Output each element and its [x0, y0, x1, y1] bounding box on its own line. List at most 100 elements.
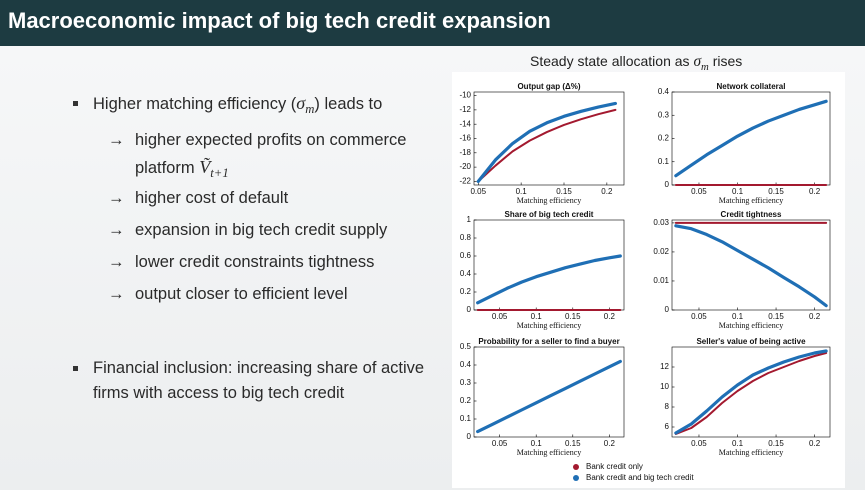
legend-label: Bank credit and big tech credit: [586, 473, 694, 482]
chart-title: Network collateral: [717, 82, 786, 91]
y-tick-label: 0.3: [658, 110, 670, 119]
sub-item: higher cost of default: [135, 189, 289, 207]
legend-swatch: [573, 475, 579, 481]
arrow: →: [108, 253, 125, 271]
x-tick-label: 0.15: [565, 439, 581, 448]
text: ) leads to: [314, 95, 383, 113]
arrow: →: [108, 131, 125, 149]
x-axis-label: Matching efficiency: [719, 196, 784, 205]
y-tick-label: 8: [665, 402, 670, 411]
y-tick-label: 0.4: [460, 269, 472, 278]
text: Higher matching efficiency (: [93, 95, 297, 113]
sub-item: platform Ṽt+1: [135, 157, 229, 181]
x-tick-label: 0.05: [492, 312, 508, 321]
x-tick-label: 0.1: [732, 439, 744, 448]
y-tick-label: 0.3: [460, 378, 472, 387]
y-tick-label: 0.8: [460, 233, 472, 242]
symbol: σ: [693, 53, 702, 70]
x-tick-label: 0.2: [601, 187, 613, 196]
text: rises: [708, 53, 743, 69]
bullet: Higher matching efficiency (σm) leads to: [93, 93, 382, 117]
symbol: Ṽ: [199, 157, 211, 177]
x-tick-label: 0.2: [809, 187, 821, 196]
y-tick-label: -12: [459, 105, 471, 114]
plot-area: [473, 219, 625, 311]
y-tick-label: 0: [467, 305, 472, 314]
x-tick-label: 0.05: [691, 439, 707, 448]
chart-panel: Output gap (Δ%)-10-12-14-16-18-20-220.05…: [452, 72, 845, 488]
arrow: →: [108, 189, 125, 207]
chart-title: Probability for a seller to find a buyer: [478, 337, 619, 346]
sub-item: lower credit constraints tightness: [135, 253, 375, 271]
x-axis-label: Matching efficiency: [517, 321, 582, 330]
x-axis-label: Matching efficiency: [719, 448, 784, 457]
y-tick-label: 0: [665, 180, 670, 189]
x-tick-label: 0.15: [768, 439, 784, 448]
y-tick-label: 0.5: [460, 342, 472, 351]
y-tick-label: 0.1: [658, 157, 670, 166]
x-tick-label: 0.05: [470, 187, 486, 196]
series-line: [476, 254, 622, 305]
series-line: [674, 349, 828, 435]
chart-title: Share of big tech credit: [505, 210, 594, 219]
x-tick-label: 0.15: [556, 187, 572, 196]
x-axis-label: Matching efficiency: [719, 321, 784, 330]
series-line: [476, 359, 622, 434]
plot-area: [671, 219, 831, 311]
sub-item: output closer to efficient level: [135, 285, 348, 303]
x-tick-label: 0.1: [732, 312, 744, 321]
y-tick-label: 6: [665, 422, 670, 431]
y-tick-label: 1: [467, 215, 472, 224]
y-tick-label: 0.2: [658, 134, 670, 143]
y-tick-label: 10: [660, 382, 669, 391]
bullet-marker: [73, 101, 78, 106]
arrow: →: [108, 221, 125, 239]
y-tick-label: 0.02: [653, 247, 669, 256]
bullet-marker: [73, 366, 78, 371]
chart-title: Credit tightness: [721, 210, 782, 219]
chart-heading: Steady state allocation as σm rises: [530, 53, 742, 73]
x-tick-label: 0.15: [768, 187, 784, 196]
y-tick-label: 0: [665, 305, 670, 314]
y-tick-label: -14: [459, 119, 471, 128]
symbol: σ: [296, 93, 306, 113]
series-line: [674, 99, 828, 178]
y-tick-label: -18: [459, 148, 471, 157]
x-tick-label: 0.05: [691, 312, 707, 321]
title-bar: Macroeconomic impact of big tech credit …: [0, 0, 865, 46]
sub-item: higher expected profits on commerce: [135, 131, 407, 149]
y-tick-label: -16: [459, 134, 471, 143]
x-tick-label: 0.1: [732, 187, 744, 196]
y-tick-label: 0: [467, 432, 472, 441]
series-line: [476, 101, 618, 184]
y-tick-label: 0.03: [653, 218, 669, 227]
subscript: t+1: [210, 166, 229, 181]
series-line: [674, 224, 828, 308]
y-tick-label: 0.4: [658, 87, 670, 96]
y-tick-label: 0.2: [460, 396, 472, 405]
x-tick-label: 0.15: [565, 312, 581, 321]
text: Steady state allocation as: [530, 53, 694, 69]
slide-title: Macroeconomic impact of big tech credit …: [8, 8, 551, 33]
arrow: →: [108, 285, 125, 303]
subscript: m: [305, 102, 315, 117]
x-tick-label: 0.15: [768, 312, 784, 321]
x-tick-label: 0.1: [531, 312, 543, 321]
y-tick-label: -10: [459, 91, 471, 100]
chart-title: Output gap (Δ%): [517, 82, 580, 91]
text: platform: [135, 159, 200, 177]
chart-title: Seller's value of being active: [696, 337, 806, 346]
x-tick-label: 0.2: [809, 312, 821, 321]
x-tick-label: 0.2: [809, 439, 821, 448]
subscript: m: [701, 60, 709, 73]
sub-item: expansion in big tech credit supply: [135, 221, 388, 239]
x-axis-label: Matching efficiency: [517, 196, 582, 205]
series-line: [674, 352, 828, 435]
y-tick-label: 0.4: [460, 360, 472, 369]
y-tick-label: 0.01: [653, 276, 669, 285]
x-tick-label: 0.1: [516, 187, 528, 196]
y-tick-label: 0.6: [460, 251, 472, 260]
legend-label: Bank credit only: [586, 462, 643, 471]
y-tick-label: -20: [459, 162, 471, 171]
